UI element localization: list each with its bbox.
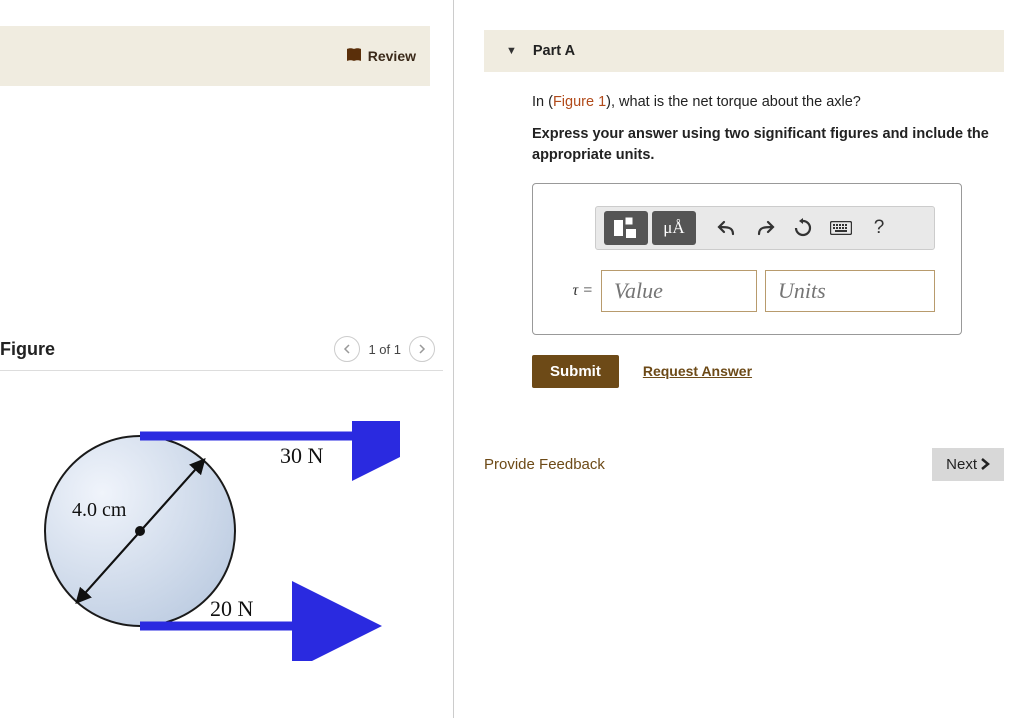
pager-text: 1 of 1	[368, 342, 401, 357]
redo-button[interactable]	[748, 211, 782, 245]
keyboard-button[interactable]	[824, 211, 858, 245]
answer-box: μÅ ?	[532, 183, 962, 335]
figure-title: Figure	[0, 339, 55, 360]
reset-button[interactable]	[786, 211, 820, 245]
force-bottom-label: 20 N	[210, 596, 254, 621]
pager-next-button[interactable]	[409, 336, 435, 362]
collapse-icon: ▼	[506, 45, 517, 57]
force-top-label: 30 N	[280, 443, 324, 468]
question-area: In (Figure 1), what is the net torque ab…	[532, 92, 1002, 335]
part-title: Part A	[533, 43, 575, 59]
submit-row: Submit Request Answer	[532, 355, 1024, 388]
pager-prev-button[interactable]	[334, 336, 360, 362]
undo-button[interactable]	[710, 211, 744, 245]
review-bar: Review	[0, 26, 430, 86]
figure-diagram: 30 N 20 N 4.0 cm	[0, 421, 453, 664]
review-label: Review	[368, 48, 416, 64]
template-tool-button[interactable]	[604, 211, 648, 245]
provide-feedback-link[interactable]: Provide Feedback	[484, 456, 605, 473]
figure-link[interactable]: Figure 1	[553, 94, 606, 110]
value-input[interactable]	[601, 270, 757, 312]
units-input[interactable]	[765, 270, 935, 312]
figure-pager: 1 of 1	[334, 336, 435, 362]
review-link[interactable]: Review	[346, 48, 416, 65]
chevron-right-icon	[981, 458, 990, 470]
tau-label: τ =	[569, 280, 593, 302]
instruction-text: Express your answer using two significan…	[532, 124, 1002, 165]
help-button[interactable]: ?	[862, 211, 896, 245]
part-header[interactable]: ▼ Part A	[484, 30, 1004, 72]
input-row: τ =	[569, 270, 935, 312]
next-button[interactable]: Next	[932, 448, 1004, 481]
feedback-row: Provide Feedback Next	[484, 448, 1004, 481]
book-icon	[346, 48, 362, 65]
right-pane: ▼ Part A In (Figure 1), what is the net …	[454, 0, 1024, 718]
question-text: In (Figure 1), what is the net torque ab…	[532, 92, 1002, 112]
left-pane: Review Figure 1 of 1	[0, 0, 454, 718]
request-answer-link[interactable]: Request Answer	[643, 363, 752, 379]
submit-button[interactable]: Submit	[532, 355, 619, 388]
answer-toolbar: μÅ ?	[595, 206, 935, 250]
figure-header: Figure 1 of 1	[0, 336, 443, 371]
diameter-label: 4.0 cm	[72, 499, 127, 521]
units-tool-button[interactable]: μÅ	[652, 211, 696, 245]
